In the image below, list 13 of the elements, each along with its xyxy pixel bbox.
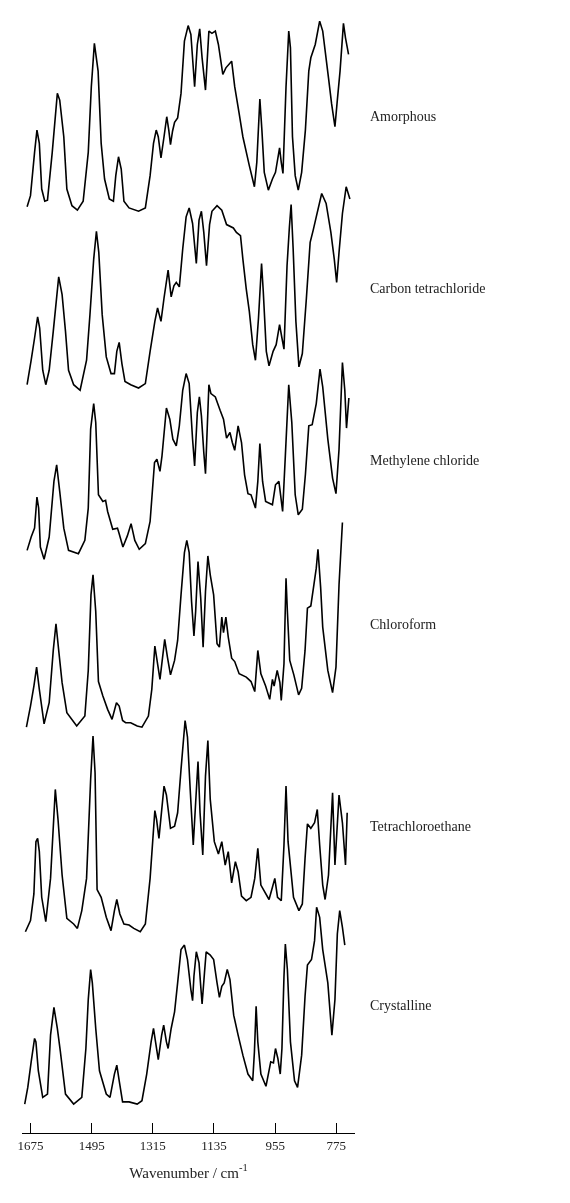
x-tick-label: 775	[326, 1137, 347, 1153]
x-axis-title: Wavenumber / cm$^{-1}$	[129, 1162, 248, 1181]
text: Chloroform	[370, 617, 437, 632]
x-tick-label: 1675	[17, 1137, 44, 1153]
text: Crystalline	[370, 998, 432, 1013]
x-tick-label: 955	[265, 1137, 285, 1153]
x-tick-label: 1495	[78, 1137, 105, 1153]
text: Methylene chloride	[370, 453, 480, 468]
text: Carbon tetrachloride	[370, 281, 486, 296]
x-tick-label: 1315	[139, 1137, 166, 1153]
x-tick-label: 1135	[201, 1137, 227, 1153]
text: Amorphous	[370, 109, 437, 124]
series-label: Tetrachloroethane	[370, 819, 471, 834]
